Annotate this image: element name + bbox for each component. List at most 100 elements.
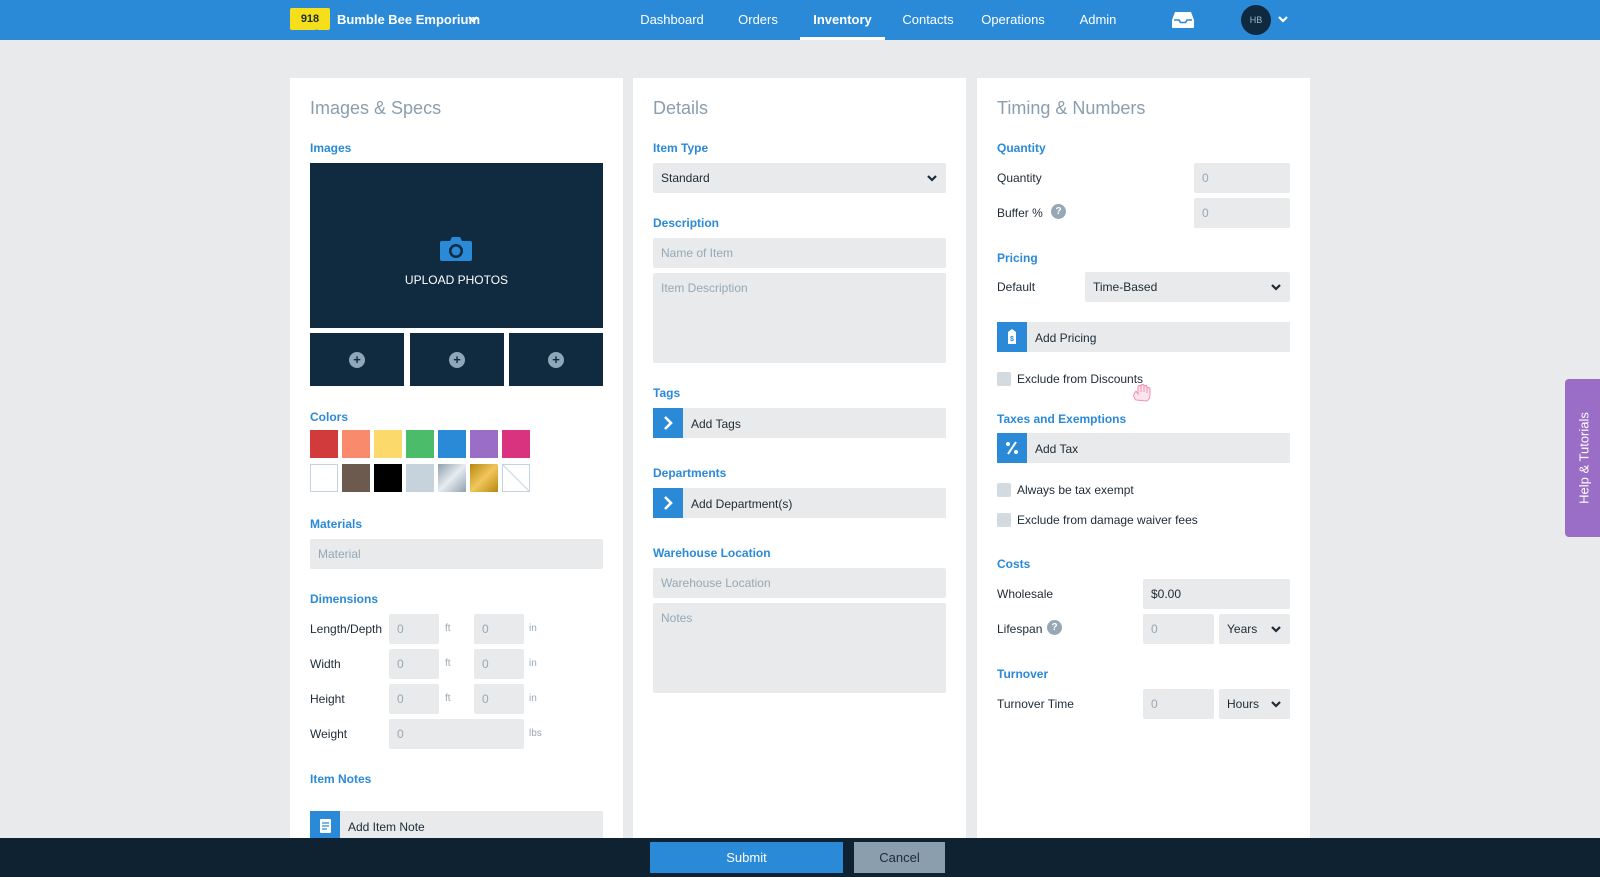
buffer-input[interactable]: 0 bbox=[1194, 198, 1290, 228]
item-type-label: Item Type bbox=[653, 141, 709, 155]
weight-label: Weight bbox=[310, 727, 348, 741]
add-tax-button[interactable]: Add Tax bbox=[997, 433, 1290, 463]
lifespan-unit-value: Years bbox=[1227, 622, 1258, 636]
weight-input[interactable]: 0 bbox=[389, 719, 524, 749]
chevron-down-icon[interactable] bbox=[467, 13, 479, 25]
inbox-icon[interactable] bbox=[1171, 11, 1195, 29]
item-description-textarea[interactable]: Item Description bbox=[653, 273, 946, 363]
material-input[interactable]: Material bbox=[310, 539, 603, 569]
card-title: Images & Specs bbox=[310, 98, 442, 118]
color-swatch[interactable] bbox=[438, 464, 466, 492]
account-badge[interactable]: 918 bbox=[290, 8, 330, 30]
color-swatch[interactable] bbox=[470, 464, 498, 492]
item-notes-label: Item Notes bbox=[310, 772, 372, 786]
color-swatch[interactable] bbox=[470, 430, 498, 458]
colors-label: Colors bbox=[310, 410, 349, 424]
upload-photos-area[interactable]: UPLOAD PHOTOS bbox=[310, 163, 603, 328]
turnover-unit-value: Hours bbox=[1227, 697, 1260, 711]
turnover-unit-select[interactable]: Hours bbox=[1219, 689, 1290, 719]
item-type-value: Standard bbox=[661, 171, 710, 185]
footer-bar: Submit Cancel bbox=[0, 838, 1600, 877]
turnover-label: Turnover Time bbox=[997, 697, 1074, 711]
buffer-label: Buffer % bbox=[997, 206, 1043, 220]
height-in-input[interactable]: 0 bbox=[474, 684, 524, 714]
length-label: Length/Depth bbox=[310, 622, 383, 636]
color-swatch[interactable] bbox=[438, 430, 466, 458]
help-icon[interactable]: ? bbox=[1047, 620, 1062, 635]
nav-orders[interactable]: Orders bbox=[738, 12, 778, 27]
tags-label: Tags bbox=[653, 386, 681, 400]
images-label: Images bbox=[310, 141, 352, 155]
tax-exempt-checkbox[interactable] bbox=[997, 483, 1011, 497]
help-tutorials-tab[interactable]: Help & Tutorials bbox=[1565, 379, 1600, 537]
nav-inventory[interactable]: Inventory bbox=[800, 0, 885, 40]
images-specs-card: Images & Specs Images UPLOAD PHOTOS + + … bbox=[290, 78, 623, 841]
unit-in: in bbox=[529, 693, 537, 704]
nav-operations[interactable]: Operations bbox=[981, 12, 1045, 27]
item-type-select[interactable]: Standard bbox=[653, 163, 946, 193]
length-in-input[interactable]: 0 bbox=[474, 614, 524, 644]
nav-admin[interactable]: Admin bbox=[1079, 12, 1117, 27]
color-swatch[interactable] bbox=[310, 430, 338, 458]
add-departments-button[interactable]: Add Department(s) bbox=[653, 488, 946, 518]
notes-textarea[interactable]: Notes bbox=[653, 603, 946, 693]
add-pricing-label: Add Pricing bbox=[1035, 331, 1097, 345]
unit-lbs: lbs bbox=[529, 728, 542, 739]
warehouse-input[interactable]: Warehouse Location bbox=[653, 568, 946, 598]
add-tags-button[interactable]: Add Tags bbox=[653, 408, 946, 438]
add-photo-slot[interactable]: + bbox=[310, 333, 404, 386]
width-ft-input[interactable]: 0 bbox=[389, 649, 439, 679]
color-swatch[interactable] bbox=[342, 464, 370, 492]
chevron-down-icon[interactable] bbox=[1277, 13, 1289, 25]
color-swatch[interactable] bbox=[406, 430, 434, 458]
item-name-input[interactable]: Name of Item bbox=[653, 238, 946, 268]
unit-ft: ft bbox=[445, 623, 451, 634]
length-ft-input[interactable]: 0 bbox=[389, 614, 439, 644]
width-in-input[interactable]: 0 bbox=[474, 649, 524, 679]
business-name[interactable]: Bumble Bee Emporium bbox=[337, 12, 481, 27]
height-ft-input[interactable]: 0 bbox=[389, 684, 439, 714]
quantity-label: Quantity bbox=[997, 171, 1042, 185]
quantity-input[interactable]: 0 bbox=[1194, 163, 1290, 193]
help-icon[interactable]: ? bbox=[1051, 204, 1066, 219]
add-photo-slot[interactable]: + bbox=[509, 333, 603, 386]
chevron-down-icon bbox=[1271, 701, 1281, 708]
color-swatch[interactable] bbox=[502, 464, 530, 492]
plus-icon: + bbox=[548, 352, 564, 368]
turnover-input[interactable]: 0 bbox=[1143, 689, 1214, 719]
exclude-damage-checkbox[interactable] bbox=[997, 513, 1011, 527]
top-nav: 918 Bumble Bee Emporium Dashboard Orders… bbox=[0, 0, 1600, 40]
color-swatch[interactable] bbox=[342, 430, 370, 458]
lifespan-input[interactable]: 0 bbox=[1143, 614, 1214, 644]
price-tag-icon: $ bbox=[997, 322, 1027, 352]
default-pricing-select[interactable]: Time-Based bbox=[1085, 272, 1290, 302]
color-swatch[interactable] bbox=[374, 430, 402, 458]
page-title: Add Item bbox=[290, 26, 387, 40]
wholesale-input[interactable]: $0.00 bbox=[1143, 579, 1290, 609]
color-swatch[interactable] bbox=[502, 430, 530, 458]
unit-in: in bbox=[529, 623, 537, 634]
nav-contacts[interactable]: Contacts bbox=[902, 12, 954, 27]
card-title: Timing & Numbers bbox=[997, 98, 1146, 118]
avatar[interactable]: HB bbox=[1241, 5, 1271, 35]
warehouse-label: Warehouse Location bbox=[653, 546, 771, 560]
add-item-note-button[interactable]: Add Item Note bbox=[310, 811, 603, 841]
default-pricing-value: Time-Based bbox=[1093, 280, 1158, 294]
color-swatch[interactable] bbox=[406, 464, 434, 492]
submit-button[interactable]: Submit bbox=[650, 842, 843, 873]
cancel-button[interactable]: Cancel bbox=[854, 842, 945, 873]
exclude-discounts-label: Exclude from Discounts bbox=[1017, 372, 1144, 386]
color-swatch[interactable] bbox=[374, 464, 402, 492]
add-photo-slot[interactable]: + bbox=[410, 333, 504, 386]
lifespan-unit-select[interactable]: Years bbox=[1219, 614, 1290, 644]
svg-text:$: $ bbox=[1010, 336, 1014, 343]
plus-icon: + bbox=[449, 352, 465, 368]
nav-dashboard[interactable]: Dashboard bbox=[640, 12, 704, 27]
color-swatch[interactable] bbox=[310, 464, 338, 492]
add-pricing-button[interactable]: $ Add Pricing bbox=[997, 322, 1290, 352]
quantity-section-label: Quantity bbox=[997, 141, 1046, 155]
dimensions-label: Dimensions bbox=[310, 592, 379, 606]
taxes-section-label: Taxes and Exemptions bbox=[997, 412, 1127, 426]
percent-icon bbox=[997, 433, 1027, 463]
exclude-discounts-checkbox[interactable] bbox=[997, 372, 1011, 386]
